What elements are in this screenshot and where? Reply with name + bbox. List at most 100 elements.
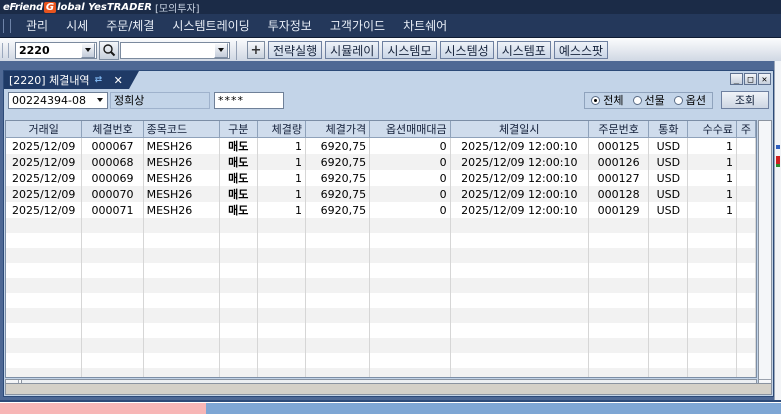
search-button[interactable]: 조회 bbox=[721, 91, 769, 109]
title-subtitle: [모의투자] bbox=[154, 3, 200, 15]
cell-empty-8 bbox=[588, 338, 650, 353]
taskbar-segment-blue[interactable] bbox=[206, 403, 781, 414]
cell-empty-10 bbox=[687, 323, 737, 338]
chevron-down-icon[interactable] bbox=[93, 98, 107, 102]
vertical-scrollbar[interactable]: ▼ bbox=[758, 120, 772, 393]
chevron-down-icon[interactable] bbox=[81, 42, 95, 58]
cell-6: 0 bbox=[369, 170, 451, 186]
account-select[interactable]: 00224394-08 bbox=[8, 91, 108, 109]
table-row-empty[interactable] bbox=[6, 233, 756, 248]
window-tab[interactable]: [2220] 체결내역 ⇄ ✕ bbox=[4, 71, 139, 89]
table-row-empty[interactable] bbox=[6, 353, 756, 368]
table-row-empty[interactable] bbox=[6, 218, 756, 233]
bottom-taskbar bbox=[0, 400, 781, 414]
table-row[interactable]: 2025/12/09 000068 MESH26 매도 1 6920,75 0 2025/12… bbox=[6, 154, 756, 170]
cell-7: 2025/12/09 12:00:10 bbox=[450, 137, 589, 154]
cell-empty-4 bbox=[257, 248, 307, 263]
table-row-empty[interactable] bbox=[6, 323, 756, 338]
column-header-10[interactable]: 수수료 bbox=[687, 121, 737, 138]
column-header-6[interactable]: 옵션매매대금 bbox=[369, 121, 451, 138]
cell-2: MESH26 bbox=[143, 154, 221, 170]
table-row-empty[interactable] bbox=[6, 278, 756, 293]
cell-empty-6 bbox=[369, 248, 451, 263]
column-header-3[interactable]: 구분 bbox=[219, 121, 258, 138]
title-bar: eFriend G lobal YesTRADER [모의투자] bbox=[0, 0, 781, 14]
toolbar-button-simulation[interactable]: 시뮬레이 bbox=[325, 41, 380, 59]
column-header-4[interactable]: 체결량 bbox=[257, 121, 307, 138]
toolbar-button-strategy-run[interactable]: 전략실행 bbox=[268, 41, 323, 59]
column-header-11[interactable]: 주 bbox=[736, 121, 756, 138]
table-row[interactable]: 2025/12/09 000067 MESH26 매도 1 6920,75 0 2025/12… bbox=[6, 137, 756, 154]
table-row-empty[interactable] bbox=[6, 308, 756, 323]
cell-empty-9 bbox=[648, 248, 689, 263]
column-header-5[interactable]: 체결가격 bbox=[305, 121, 371, 138]
menu-item-customer-guide[interactable]: 고객가이드 bbox=[329, 19, 386, 33]
table-row[interactable]: 2025/12/09 000071 MESH26 매도 1 6920,75 0 2025/12… bbox=[6, 202, 756, 218]
cell-empty-10 bbox=[687, 353, 737, 368]
toolbar-button-system-performance[interactable]: 시스템성 bbox=[439, 41, 494, 59]
search-icon[interactable] bbox=[99, 40, 119, 60]
toolbar-button-yes-spot[interactable]: 예스스팟 bbox=[553, 41, 609, 59]
chevron-down-icon[interactable] bbox=[214, 42, 228, 58]
table-row-empty[interactable] bbox=[6, 263, 756, 278]
column-header-8[interactable]: 주문번호 bbox=[588, 121, 650, 138]
toolbar-button-system-monitor[interactable]: 시스템모 bbox=[382, 41, 437, 59]
cell-empty-0 bbox=[6, 323, 83, 338]
taskbar-segment-pink[interactable] bbox=[0, 403, 206, 414]
table-row-empty[interactable] bbox=[6, 368, 756, 377]
cell-empty-10 bbox=[687, 218, 737, 233]
cell-empty-8 bbox=[588, 263, 650, 278]
menu-item-chart-share[interactable]: 차트쉐어 bbox=[403, 19, 448, 33]
cell-empty-7 bbox=[450, 338, 589, 353]
password-field[interactable]: **** bbox=[214, 91, 284, 109]
table-row[interactable]: 2025/12/09 000069 MESH26 매도 1 6920,75 0 2025/12… bbox=[6, 170, 756, 186]
symbol-name-combo[interactable] bbox=[120, 41, 230, 59]
cell-empty-4 bbox=[257, 308, 307, 323]
cell-empty-11 bbox=[736, 248, 756, 263]
close-button[interactable]: ✕ bbox=[758, 73, 771, 85]
menu-item-gwanri[interactable]: 관리 bbox=[26, 19, 49, 33]
minimize-button[interactable]: _ bbox=[730, 73, 743, 85]
toolbar-drag-grip[interactable] bbox=[2, 42, 9, 58]
link-swap-icon[interactable]: ⇄ bbox=[94, 74, 103, 85]
menu-item-investment-info[interactable]: 투자정보 bbox=[267, 19, 312, 33]
vertical-scrollbar-track[interactable] bbox=[759, 121, 771, 379]
cell-0: 2025/12/09 bbox=[6, 154, 83, 170]
column-header-9[interactable]: 통화 bbox=[648, 121, 689, 138]
execution-grid[interactable]: 거래일 체결번호 종목코드 구분 체결량 체결가격 옵션매매대금 체결일시 주문번호 통화 수수료 주… bbox=[5, 120, 757, 378]
column-header-7[interactable]: 체결일시 bbox=[450, 121, 589, 138]
menu-item-sise[interactable]: 시세 bbox=[66, 19, 89, 33]
cell-empty-8 bbox=[588, 353, 650, 368]
column-header-2[interactable]: 종목코드 bbox=[143, 121, 221, 138]
cell-empty-7 bbox=[450, 278, 589, 293]
radio-options[interactable]: 옵션 bbox=[673, 92, 706, 108]
screen-code-combo[interactable]: 2220 bbox=[15, 41, 97, 59]
cell-empty-3 bbox=[219, 278, 258, 293]
table-row-empty[interactable] bbox=[6, 293, 756, 308]
cell-empty-7 bbox=[450, 218, 589, 233]
cell-5: 6920,75 bbox=[305, 202, 371, 218]
cell-empty-1 bbox=[81, 368, 144, 377]
table-row-empty[interactable] bbox=[6, 248, 756, 263]
close-icon[interactable]: ✕ bbox=[113, 73, 123, 87]
cell-empty-0 bbox=[6, 218, 83, 233]
table-row-empty[interactable] bbox=[6, 338, 756, 353]
table-row[interactable]: 2025/12/09 000070 MESH26 매도 1 6920,75 0 2025/12… bbox=[6, 186, 756, 202]
radio-all[interactable]: 전체 bbox=[591, 92, 624, 108]
column-header-1[interactable]: 체결번호 bbox=[81, 121, 144, 138]
cell-4: 1 bbox=[257, 154, 307, 170]
cell-empty-1 bbox=[81, 353, 144, 368]
column-header-0[interactable]: 거래일 bbox=[6, 121, 83, 138]
menu-drag-grip[interactable] bbox=[3, 18, 11, 33]
toolbar-button-system-portfolio[interactable]: 시스템포 bbox=[496, 41, 551, 59]
add-button[interactable]: + bbox=[247, 41, 265, 59]
radio-futures-label: 선물 bbox=[644, 94, 665, 107]
maximize-button[interactable]: □ bbox=[744, 73, 757, 85]
cell-2: MESH26 bbox=[143, 170, 221, 186]
radio-futures[interactable]: 선물 bbox=[632, 92, 665, 108]
cell-empty-3 bbox=[219, 233, 258, 248]
menu-item-order-execution[interactable]: 주문/체결 bbox=[106, 19, 155, 33]
cell-empty-9 bbox=[648, 263, 689, 278]
menu-item-system-trading[interactable]: 시스템트레이딩 bbox=[172, 19, 250, 33]
cell-empty-9 bbox=[648, 368, 689, 377]
